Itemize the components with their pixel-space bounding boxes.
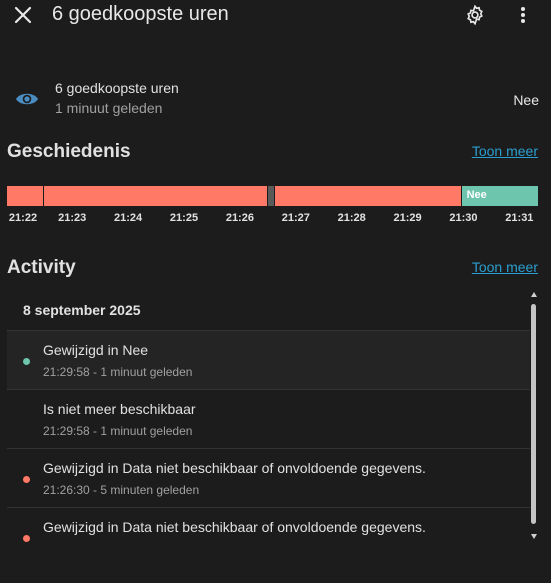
timeline-segment[interactable]: Nee (461, 186, 538, 206)
more-vertical-icon[interactable] (512, 4, 534, 26)
activity-date-header: 8 september 2025 (23, 302, 141, 318)
time-axis-tick-label: 21:22 (8, 212, 38, 224)
state-dot-icon (23, 358, 30, 365)
state-dot-icon (23, 476, 30, 483)
activity-log-message: Gewijzigd in Data niet beschikbaar of on… (43, 460, 426, 476)
activity-title: Activity (7, 257, 76, 278)
activity-log-time: 21:26:30 - 5 minuten geleden (43, 483, 200, 497)
activity-log-message: Gewijzigd in Data niet beschikbaar of on… (43, 519, 426, 535)
timeline-segment[interactable] (267, 186, 275, 206)
scroll-thumb[interactable] (531, 304, 536, 524)
time-axis-tick-label: 21:31 (505, 212, 534, 224)
activity-log-entry[interactable]: Gewijzigd in Data niet beschikbaar of on… (7, 448, 530, 507)
time-axis-tick-label: 21:28 (337, 212, 366, 224)
activity-log-message: Gewijzigd in Nee (43, 342, 149, 358)
time-axis-tick-label: 21:26 (225, 212, 254, 224)
close-icon[interactable] (12, 4, 34, 26)
history-show-more-link[interactable]: Toon meer (471, 143, 538, 159)
time-axis-tick-label: 21:27 (281, 212, 310, 224)
activity-log-entry[interactable]: Gewijzigd in Nee 21:29:58 - 1 minuut gele… (7, 330, 530, 389)
timeline-segment[interactable] (275, 186, 461, 206)
scroll-up-arrow-icon[interactable] (531, 292, 537, 297)
activity-log-entry[interactable]: Is niet meer beschikbaar 21:29:58 - 1 min… (7, 389, 530, 448)
activity-log-message: Is niet meer beschikbaar (43, 401, 196, 417)
entity-last-changed: 1 minuut geleden (55, 100, 163, 116)
time-axis-tick-label: 21:30 (449, 212, 478, 224)
activity-scrollbar[interactable] (530, 292, 538, 544)
entity-state: Nee (513, 92, 539, 108)
timeline-segment[interactable] (44, 186, 267, 206)
history-timeline: Nee (7, 186, 538, 206)
timeline-segment-label: Nee (466, 189, 487, 201)
activity-list[interactable]: 8 september 2025 Gewijzigd in Nee 21:29:5… (7, 290, 530, 550)
history-title: Geschiedenis (7, 141, 131, 162)
entity-name: 6 goedkoopste uren (55, 80, 179, 96)
dialog-header: 6 goedkoopste uren (0, 0, 551, 34)
state-dot-icon (23, 535, 30, 542)
time-axis-tick-label: 21:24 (114, 212, 143, 224)
activity-show-more-link[interactable]: Toon meer (471, 259, 538, 275)
entity-row[interactable]: 6 goedkoopste uren 1 minuut geleden Nee (0, 74, 551, 124)
time-axis-tick-label: 21:23 (58, 212, 87, 224)
time-axis-tick-label: 21:29 (393, 212, 422, 224)
eye-icon (15, 90, 39, 108)
dialog-title: 6 goedkoopste uren (52, 3, 229, 25)
activity-log-entry[interactable]: Gewijzigd in Data niet beschikbaar of on… (7, 507, 530, 550)
time-axis-tick-label: 21:25 (169, 212, 199, 224)
scroll-down-arrow-icon[interactable] (531, 534, 537, 539)
activity-log-time: 21:29:58 - 1 minuut geleden (43, 424, 193, 438)
history-time-axis: 21:22 21:23 21:24 21:25 21:26 21:27 21:28 21:29… (7, 212, 538, 226)
timeline-segment[interactable] (7, 186, 44, 206)
gear-icon[interactable] (464, 4, 486, 26)
activity-log-time: 21:29:58 - 1 minuut geleden (43, 365, 193, 379)
